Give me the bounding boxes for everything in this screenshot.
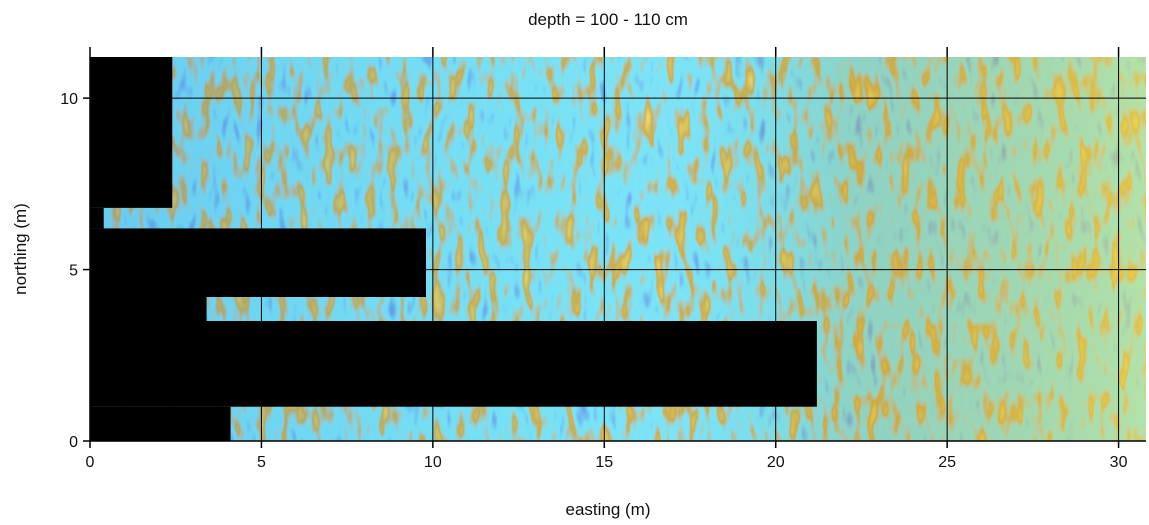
no-data-region-3: [90, 297, 207, 321]
y-tick-label: 0: [69, 434, 78, 451]
grid-lines: [90, 57, 1146, 441]
x-tick-label: 5: [257, 454, 266, 471]
x-tick-label: 10: [424, 454, 442, 471]
y-axis-ticks: 0 5 10: [60, 91, 90, 451]
x-tick-label: 30: [1110, 454, 1128, 471]
no-data-region-4: [90, 321, 817, 407]
no-data-region-2: [90, 228, 426, 297]
x-axis-label: easting (m): [565, 500, 650, 519]
chart-title: depth = 100 - 110 cm: [528, 10, 688, 29]
no-data-region-0: [90, 57, 173, 208]
no-data-mask: [90, 57, 817, 441]
no-data-region-1: [90, 207, 104, 229]
y-tick-label: 5: [69, 263, 78, 280]
y-axis-label: northing (m): [11, 203, 30, 295]
x-tick-label: 25: [938, 454, 956, 471]
x-tick-label: 0: [86, 454, 95, 471]
no-data-region-5: [90, 406, 231, 441]
heatmap-area: [90, 57, 1146, 441]
x-tick-label: 20: [767, 454, 785, 471]
x-tick-label: 15: [595, 454, 613, 471]
x-axis-ticks: 0 5 10 15 20 25 30: [86, 47, 1128, 471]
y-tick-label: 10: [60, 91, 78, 108]
